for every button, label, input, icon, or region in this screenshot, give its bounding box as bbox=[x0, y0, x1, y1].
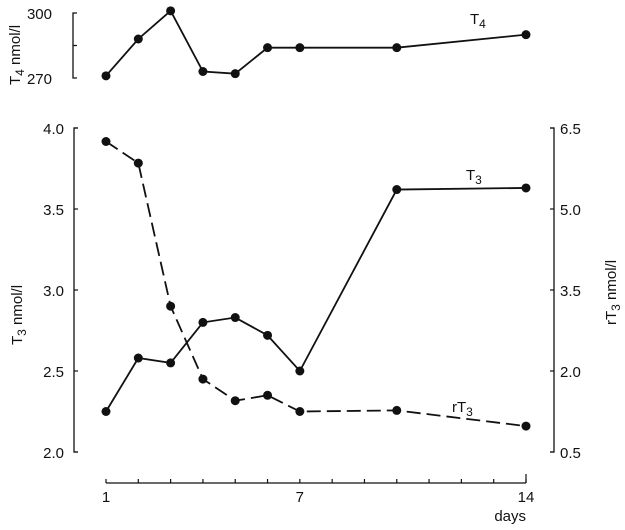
left-y-tick-label: 3.5 bbox=[43, 202, 64, 219]
t4-y-tick-label: 270 bbox=[27, 71, 52, 88]
rt3-data-point bbox=[521, 421, 531, 431]
x-axis-title: days bbox=[494, 508, 526, 525]
rt3-data-point bbox=[295, 407, 305, 416]
t4-data-point bbox=[392, 43, 402, 53]
left-y-tick-label: 3.0 bbox=[43, 283, 64, 300]
rt3-series-line bbox=[105, 140, 527, 427]
x-tick-label: 14 bbox=[518, 489, 535, 506]
t4-y-axis-title: T4 nmol/l bbox=[7, 25, 27, 85]
t3-data-point bbox=[101, 407, 111, 416]
right-y-tick-label: 3.5 bbox=[560, 283, 581, 300]
rt3-data-point bbox=[230, 396, 240, 406]
right-y-tick-label: 6.5 bbox=[560, 121, 581, 138]
t4-data-point bbox=[263, 43, 273, 53]
left-y-tick-label: 2.0 bbox=[43, 445, 64, 462]
t4-data-point bbox=[166, 6, 176, 16]
right-y-tick-label: 0.5 bbox=[560, 445, 581, 462]
t4-data-point bbox=[198, 67, 208, 76]
t3-data-point bbox=[295, 366, 305, 376]
rt3-data-point bbox=[133, 158, 143, 168]
t4-data-point bbox=[133, 34, 143, 44]
rt3-data-point bbox=[198, 374, 208, 384]
t4-data-point bbox=[101, 71, 111, 81]
rt3-data-point bbox=[166, 301, 176, 311]
t4-data-point bbox=[230, 69, 240, 79]
t3-data-point bbox=[198, 317, 208, 327]
t4-data-point bbox=[295, 43, 305, 53]
x-tick-label: 1 bbox=[102, 489, 110, 506]
left-y-tick-label: 4.0 bbox=[43, 121, 64, 138]
right-y-tick-label: 2.0 bbox=[560, 364, 581, 381]
rt3-data-point bbox=[263, 390, 273, 400]
rt3-data-point bbox=[392, 405, 402, 415]
t3-series-line bbox=[105, 187, 527, 412]
x-tick-label: 7 bbox=[296, 489, 304, 506]
t3-data-point bbox=[392, 185, 402, 195]
t3-data-point bbox=[521, 183, 531, 193]
right-y-tick-label: 5.0 bbox=[560, 202, 581, 219]
t3-y-axis-title: T3 nmol/l bbox=[9, 285, 29, 345]
t4-series-label: T4 bbox=[470, 11, 486, 31]
rt3-data-point bbox=[101, 137, 111, 146]
rt3-series-label: rT3 bbox=[452, 399, 473, 419]
t4-y-tick-label: 300 bbox=[27, 6, 52, 23]
t4-series-line bbox=[105, 9, 527, 77]
t3-data-point bbox=[263, 330, 273, 340]
left-y-tick-label: 2.5 bbox=[43, 364, 64, 381]
t3-data-point bbox=[166, 358, 176, 368]
rt3-y-axis-title: rT3 nmol/l bbox=[603, 260, 623, 325]
t3-data-point bbox=[133, 353, 143, 363]
t4-data-point bbox=[521, 30, 531, 40]
t3-data-point bbox=[230, 313, 240, 323]
t3-series-label: T3 bbox=[466, 167, 482, 187]
t4-y-axis bbox=[72, 12, 77, 79]
